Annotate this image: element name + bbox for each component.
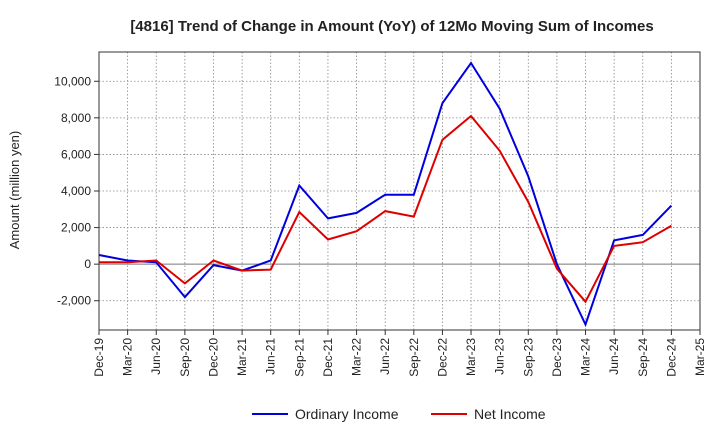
y-tick-label: 2,000 bbox=[61, 221, 91, 235]
x-tick-label: Mar-24 bbox=[579, 338, 593, 376]
x-tick-label: Sep-20 bbox=[178, 338, 192, 377]
x-tick-label: Sep-24 bbox=[636, 338, 650, 377]
series-group bbox=[98, 61, 673, 328]
series-line-ordinary-income bbox=[98, 61, 673, 328]
series-line-net-income bbox=[99, 114, 672, 304]
y-tick-label: 8,000 bbox=[61, 111, 91, 125]
x-tick-label: Dec-24 bbox=[664, 338, 678, 377]
y-tick-label: 4,000 bbox=[61, 184, 91, 198]
x-tick-label: Sep-23 bbox=[521, 338, 535, 377]
legend: Ordinary Income Net Income bbox=[252, 406, 546, 422]
x-tick-label: Dec-23 bbox=[550, 338, 564, 377]
y-axis-label: Amount (million yen) bbox=[7, 131, 22, 250]
axes: -2,000 0 2,000 4,000 6,000 8,000 10,000 Dec-19 M… bbox=[54, 51, 707, 377]
chart-title: [4816] Trend of Change in Amount (YoY) o… bbox=[130, 18, 653, 35]
x-tick-label: Jun-21 bbox=[264, 338, 278, 375]
x-tick-label: Dec-19 bbox=[92, 338, 106, 377]
y-tick-label: 6,000 bbox=[61, 147, 91, 161]
legend-label: Ordinary Income bbox=[295, 406, 399, 422]
x-tick-label: Jun-22 bbox=[378, 338, 392, 375]
x-tick-label: Mar-23 bbox=[464, 338, 478, 376]
x-tick-label: Jun-20 bbox=[149, 338, 163, 375]
x-tick-label: Jun-24 bbox=[607, 338, 621, 375]
x-tick-label: Mar-20 bbox=[121, 338, 135, 376]
y-tick-label: -2,000 bbox=[57, 294, 91, 308]
grid bbox=[99, 52, 700, 330]
x-tick-label: Dec-22 bbox=[435, 338, 449, 377]
x-tick-label: Mar-22 bbox=[350, 338, 364, 376]
x-tick-label: Mar-21 bbox=[235, 338, 249, 376]
x-tick-label: Sep-21 bbox=[292, 338, 306, 377]
x-tick-label: Mar-25 bbox=[693, 338, 707, 376]
x-tick-label: Jun-23 bbox=[493, 338, 507, 375]
x-tick-label: Sep-22 bbox=[407, 338, 421, 377]
x-tick-label: Dec-21 bbox=[321, 338, 335, 377]
legend-label: Net Income bbox=[474, 406, 546, 422]
x-tick-label: Dec-20 bbox=[206, 338, 220, 377]
y-tick-label: 0 bbox=[84, 257, 91, 271]
y-tick-label: 10,000 bbox=[54, 74, 91, 88]
plot-frame bbox=[98, 51, 701, 331]
